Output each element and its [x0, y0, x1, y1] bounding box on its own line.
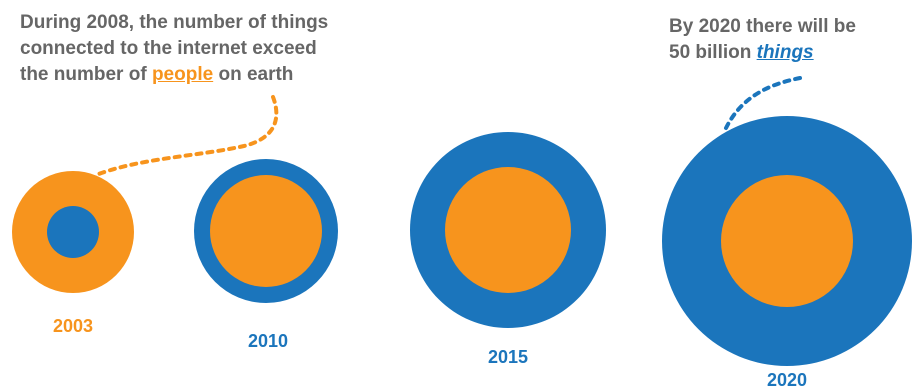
caption-right-line2: 50 billion things	[669, 40, 856, 66]
caption-left-line2: connected to the internet exceed	[20, 38, 317, 59]
circle-2010-inner-people	[210, 175, 322, 287]
caption-right-line1: By 2020 there will be	[669, 16, 856, 37]
caption-left-line3-before: the number of	[20, 64, 152, 85]
highlight-people: people	[151, 64, 214, 85]
caption-2008-milestone: During 2008, the number of things connec…	[20, 10, 328, 88]
caption-right-line2-before: 50 billion	[669, 42, 757, 63]
year-label-2020: 2020	[766, 370, 808, 390]
caption-left-line3: the number of people on earth	[20, 62, 328, 88]
highlight-things: things	[756, 42, 814, 63]
caption-left-line3-after: on earth	[213, 64, 294, 85]
connector-2008-dotted-line	[94, 95, 279, 177]
connector-2020-dotted-line	[724, 76, 802, 130]
circle-2015-inner-people	[445, 167, 571, 293]
year-label-2015: 2015	[487, 347, 529, 367]
caption-2020-prediction: By 2020 there will be 50 billion things	[669, 14, 856, 66]
circle-2020-inner-people	[721, 175, 853, 307]
caption-left-line1: During 2008, the number of things	[20, 12, 329, 33]
year-label-2010: 2010	[247, 331, 289, 351]
circle-2003-inner-people	[47, 206, 99, 258]
year-label-2003: 2003	[52, 316, 94, 336]
